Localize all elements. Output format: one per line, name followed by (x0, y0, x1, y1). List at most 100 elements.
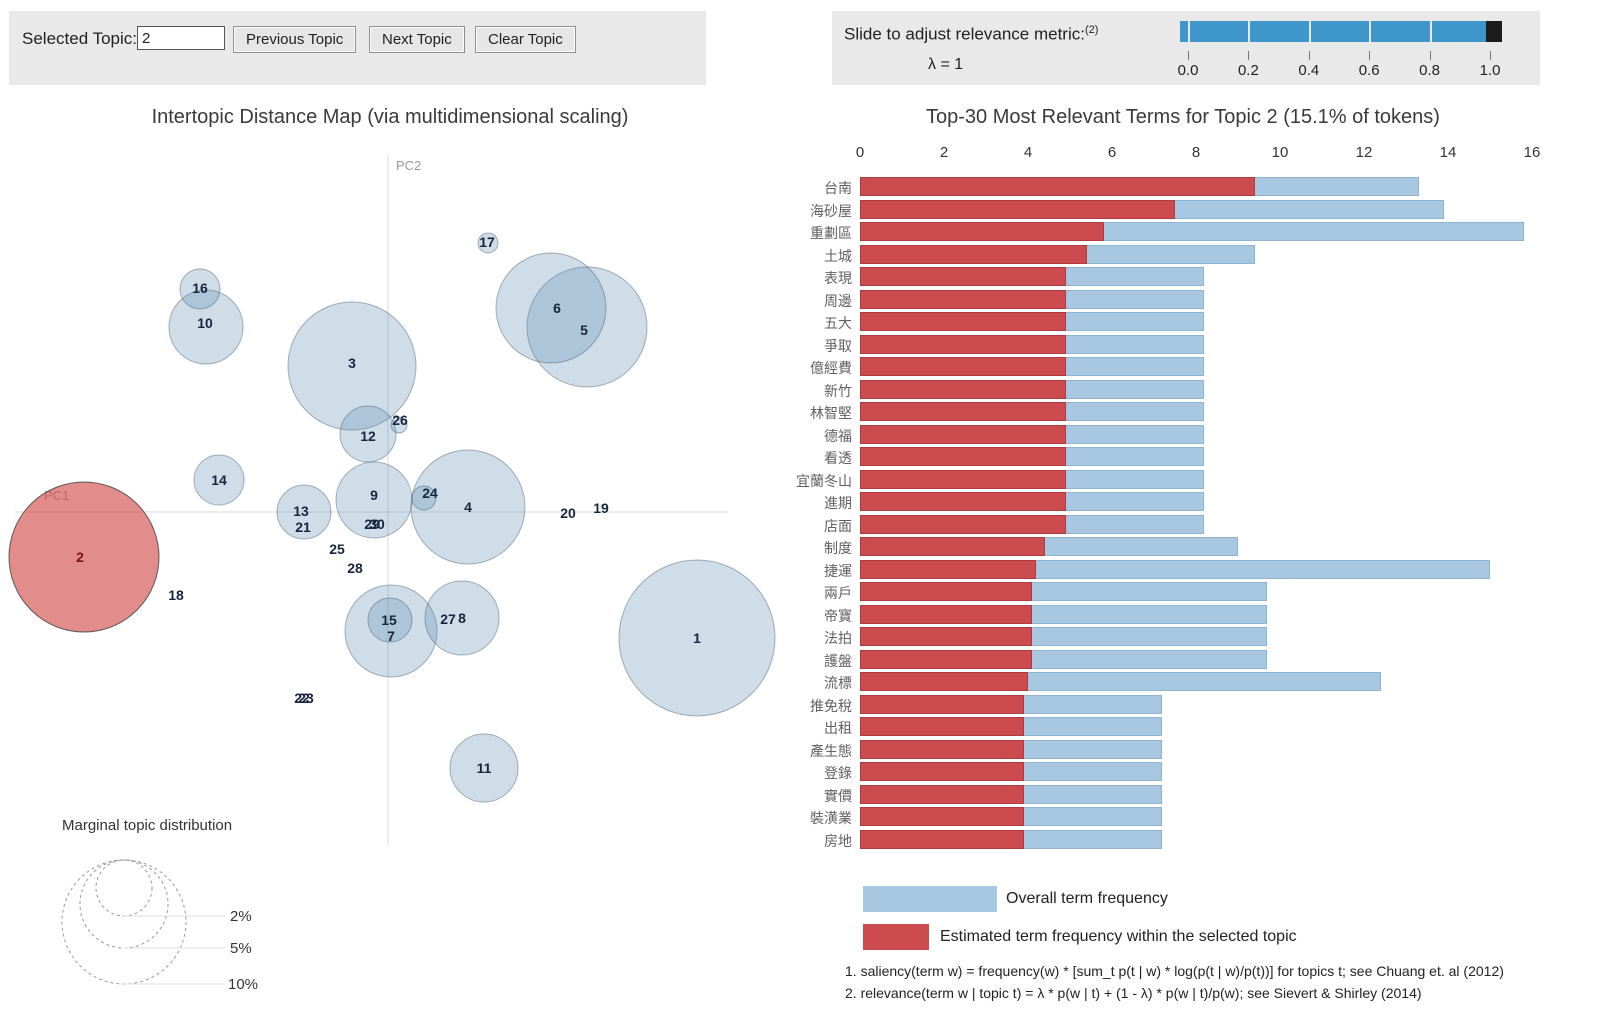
term-label-捷運[interactable]: 捷運 (824, 562, 852, 579)
topic-label-4[interactable]: 4 (464, 499, 472, 515)
topic-label-6[interactable]: 6 (553, 300, 561, 316)
topic-bubble-24[interactable] (411, 485, 437, 511)
term-label-法拍[interactable]: 法拍 (824, 630, 852, 646)
topic-label-9[interactable]: 9 (370, 487, 378, 503)
term-label-流標[interactable]: 流標 (824, 675, 852, 691)
topic-label-3[interactable]: 3 (348, 355, 356, 371)
topic-frequency-bar-推免稅[interactable] (860, 694, 1024, 714)
term-label-宜蘭冬山[interactable]: 宜蘭冬山 (796, 472, 852, 489)
topic-bubble-17[interactable] (477, 232, 499, 254)
topic-frequency-bar-台南[interactable] (860, 177, 1255, 196)
term-label-進期[interactable]: 進期 (824, 495, 852, 511)
term-label-看透[interactable]: 看透 (824, 450, 852, 466)
topic-frequency-bar-出租[interactable] (860, 717, 1024, 736)
term-label-五大[interactable]: 五大 (824, 315, 852, 331)
topic-frequency-bar-德福[interactable] (860, 424, 1066, 444)
topic-label-27[interactable]: 27 (440, 611, 456, 627)
topic-label-7[interactable]: 7 (387, 628, 395, 644)
topic-frequency-bar-帝寶[interactable] (860, 604, 1033, 624)
topic-bubble-14[interactable] (193, 454, 245, 506)
term-label-護盤[interactable]: 護盤 (824, 652, 852, 669)
topic-frequency-bar-看透[interactable] (860, 447, 1066, 466)
term-label-制度[interactable]: 制度 (824, 540, 852, 556)
term-label-產生態[interactable]: 產生態 (810, 742, 852, 759)
topic-label-26[interactable]: 26 (392, 412, 408, 428)
topic-frequency-bar-新竹[interactable] (860, 379, 1066, 399)
topic-label-14[interactable]: 14 (211, 472, 227, 488)
topic-label-30[interactable]: 30 (369, 516, 385, 532)
topic-bubble-7[interactable] (344, 584, 438, 678)
topic-frequency-bar-表現[interactable] (860, 267, 1066, 286)
term-label-周邊[interactable]: 周邊 (824, 292, 852, 309)
topic-frequency-bar-海砂屋[interactable] (860, 199, 1175, 219)
topic-frequency-bar-店面[interactable] (860, 514, 1066, 534)
topic-bubble-10[interactable] (168, 289, 244, 365)
topic-label-15[interactable]: 15 (381, 612, 397, 628)
topic-label-11[interactable]: 11 (477, 760, 492, 776)
topic-label-2[interactable]: 2 (76, 549, 84, 565)
topic-frequency-bar-周邊[interactable] (860, 289, 1066, 309)
clear-topic-button[interactable]: Clear Topic (475, 26, 576, 53)
topic-frequency-bar-制度[interactable] (860, 537, 1045, 556)
topic-frequency-bar-兩戶[interactable] (860, 582, 1033, 601)
term-label-土城[interactable]: 土城 (824, 247, 852, 264)
lambda-slider-track[interactable] (1180, 21, 1502, 42)
topic-frequency-bar-進期[interactable] (860, 492, 1066, 511)
topic-label-28[interactable]: 28 (347, 560, 363, 576)
term-label-店面[interactable]: 店面 (824, 517, 852, 534)
topic-label-10[interactable]: 10 (197, 315, 213, 331)
topic-frequency-bar-登錄[interactable] (860, 762, 1024, 781)
topic-bubble-12[interactable] (339, 405, 397, 463)
topic-bubble-16[interactable] (179, 268, 221, 310)
topic-bubble-13[interactable] (276, 484, 332, 540)
topic-bubble-8[interactable] (424, 580, 500, 656)
topic-frequency-bar-億經費[interactable] (860, 357, 1066, 376)
term-label-台南[interactable]: 台南 (824, 180, 852, 196)
topic-frequency-bar-土城[interactable] (860, 244, 1087, 264)
topic-label-20[interactable]: 20 (560, 505, 576, 521)
term-label-海砂屋[interactable]: 海砂屋 (810, 202, 852, 219)
topic-bubble-6[interactable] (495, 252, 607, 364)
topic-label-23[interactable]: 23 (298, 690, 314, 706)
topic-bubble-4[interactable] (410, 449, 526, 565)
topic-label-13[interactable]: 13 (293, 503, 309, 519)
topic-label-1[interactable]: 1 (693, 630, 701, 646)
term-label-兩戶[interactable]: 兩戶 (824, 585, 852, 601)
topic-frequency-bar-法拍[interactable] (860, 627, 1033, 646)
term-label-億經費[interactable]: 億經費 (810, 360, 852, 376)
topic-label-19[interactable]: 19 (593, 500, 609, 516)
topic-bubble-9[interactable] (335, 461, 413, 539)
topic-frequency-bar-五大[interactable] (860, 312, 1066, 331)
topic-label-8[interactable]: 8 (458, 610, 466, 626)
next-topic-button[interactable]: Next Topic (369, 26, 465, 53)
topic-bubble-11[interactable] (449, 733, 519, 803)
topic-frequency-bar-流標[interactable] (860, 672, 1028, 691)
topic-bubble-15[interactable] (367, 597, 413, 643)
topic-frequency-bar-捷運[interactable] (860, 559, 1037, 579)
term-label-實價[interactable]: 實價 (824, 787, 852, 804)
term-label-爭取[interactable]: 爭取 (824, 337, 852, 354)
selected-topic-input[interactable] (137, 26, 225, 50)
topic-frequency-bar-重劃區[interactable] (860, 222, 1104, 241)
topic-label-5[interactable]: 5 (580, 322, 588, 338)
topic-label-18[interactable]: 18 (168, 587, 184, 603)
topic-bubble-1[interactable] (618, 559, 776, 717)
topic-label-21[interactable]: 21 (295, 519, 311, 535)
topic-frequency-bar-實價[interactable] (860, 784, 1024, 804)
topic-label-12[interactable]: 12 (360, 428, 376, 444)
term-label-推免稅[interactable]: 推免稅 (810, 697, 852, 714)
term-label-德福[interactable]: 德福 (824, 427, 852, 444)
topic-frequency-bar-護盤[interactable] (860, 649, 1033, 669)
topic-frequency-bar-林智堅[interactable] (860, 402, 1066, 421)
topic-bubble-2[interactable] (8, 481, 160, 633)
term-label-帝寶[interactable]: 帝寶 (824, 607, 852, 624)
term-label-裝潢業[interactable]: 裝潢業 (810, 810, 852, 826)
term-label-重劃區[interactable]: 重劃區 (810, 225, 852, 241)
topic-frequency-bar-產生態[interactable] (860, 739, 1024, 759)
topic-bubble-26[interactable] (390, 416, 408, 434)
term-label-林智堅[interactable]: 林智堅 (810, 405, 852, 421)
topic-label-22[interactable]: 22 (294, 690, 310, 706)
topic-frequency-bar-裝潢業[interactable] (860, 807, 1024, 826)
topic-frequency-bar-爭取[interactable] (860, 334, 1066, 354)
topic-label-17[interactable]: 17 (479, 234, 495, 250)
